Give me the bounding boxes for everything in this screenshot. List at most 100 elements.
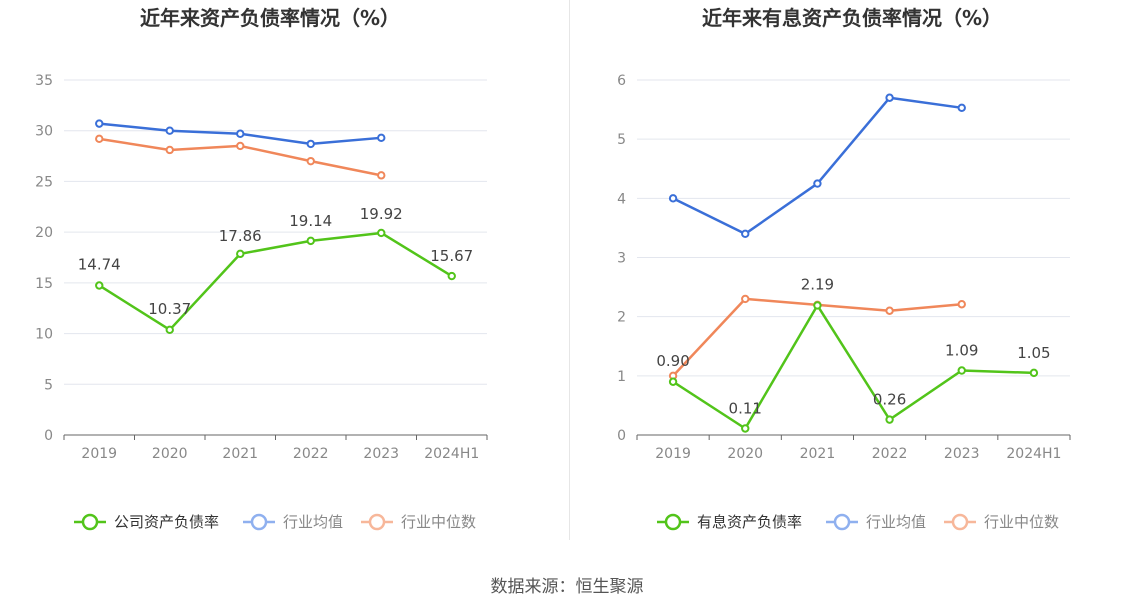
legend-item: 行业中位数 <box>361 513 476 531</box>
legend-item: 行业均值 <box>243 513 343 531</box>
data-label: 14.74 <box>78 255 121 273</box>
x-tick-label: 2019 <box>655 446 691 462</box>
series-1 <box>95 119 386 149</box>
series-line <box>98 231 453 332</box>
data-point <box>306 236 315 246</box>
data-point <box>741 294 750 304</box>
x-tick-label: 2024H1 <box>424 446 479 462</box>
data-label: 1.09 <box>945 342 978 360</box>
data-point <box>236 141 245 151</box>
series-line <box>672 297 962 377</box>
interest-debt-ratio-chart: 近年来有息资产负债率情况（%） 0 1 2 3 4 5 6 2019 2020 2021 2022 20… <box>617 6 1071 531</box>
debt-ratio-chart: 近年来资产负债率情况（%） 0 5 10 15 20 25 30 35 2019 2020 2021 2… <box>35 6 488 531</box>
legend-marker <box>951 513 969 531</box>
data-label: 0.90 <box>656 352 689 370</box>
legend-marker <box>368 513 386 531</box>
y-tick-label: 1 <box>617 369 626 385</box>
series-0: 0.90 0.11 2.19 0.26 1.09 1.05 <box>656 275 1051 433</box>
legend-label: 行业中位数 <box>984 513 1059 531</box>
legend-marker <box>250 513 268 531</box>
data-point <box>95 119 104 128</box>
x-tick-label: 2023 <box>944 446 980 462</box>
x-tick-label: 2020 <box>727 446 763 462</box>
x-tick-label: 2022 <box>293 446 329 462</box>
legend-label: 有息资产负债率 <box>697 513 802 531</box>
data-point <box>813 179 822 188</box>
y-tick-label: 15 <box>35 276 53 292</box>
data-point <box>741 424 750 433</box>
y-tick-label: 0 <box>44 428 53 444</box>
data-point <box>447 271 456 281</box>
data-label: 2.19 <box>801 275 834 293</box>
data-point <box>165 126 174 135</box>
data-label: 1.05 <box>1017 344 1050 362</box>
y-tick-label: 6 <box>617 73 626 89</box>
series-2 <box>95 134 386 180</box>
legend-item: 有息资产负债率 <box>657 513 802 531</box>
chart-divider <box>569 0 570 540</box>
legend-label: 公司资产负债率 <box>114 513 219 531</box>
data-point <box>236 129 245 138</box>
y-tick-label: 0 <box>617 428 626 444</box>
data-label: 15.67 <box>430 247 473 265</box>
y-tick-label: 10 <box>35 327 53 343</box>
y-tick-label: 3 <box>617 251 626 267</box>
data-label: 0.11 <box>729 399 762 417</box>
series-1 <box>668 93 966 239</box>
data-point <box>741 229 750 239</box>
x-tick-label: 2021 <box>800 446 836 462</box>
data-point <box>957 300 966 309</box>
data-label: 19.14 <box>289 212 332 230</box>
data-point <box>813 301 822 310</box>
data-label: 19.92 <box>360 205 403 223</box>
y-tick-label: 30 <box>35 124 53 140</box>
x-tick-label: 2020 <box>152 446 188 462</box>
source-caption: 数据来源：恒生聚源 <box>491 577 644 597</box>
data-point <box>957 103 966 113</box>
legend-label: 行业均值 <box>283 513 343 531</box>
data-point <box>95 281 104 290</box>
chart-title: 近年来资产负债率情况（%） <box>140 6 400 30</box>
series-0: 14.74 10.37 17.86 19.14 19.92 15.67 <box>78 205 473 335</box>
x-tick-label: 2024H1 <box>1006 446 1061 462</box>
data-label: 17.86 <box>219 227 262 245</box>
data-point <box>306 156 315 166</box>
y-tick-label: 5 <box>617 132 626 148</box>
y-tick-label: 5 <box>44 377 53 393</box>
y-tick-label: 4 <box>617 191 626 207</box>
data-point <box>95 134 104 144</box>
data-point <box>668 194 678 203</box>
data-point <box>885 306 894 315</box>
data-point <box>1029 368 1039 378</box>
legend-label: 行业均值 <box>866 513 926 531</box>
data-point <box>885 93 894 102</box>
y-tick-label: 20 <box>35 225 53 241</box>
data-point <box>957 366 966 375</box>
legend-label: 行业中位数 <box>401 513 476 531</box>
x-tick-label: 2022 <box>872 446 908 462</box>
legend-marker <box>664 513 682 531</box>
chart-title: 近年来有息资产负债率情况（%） <box>702 6 1002 30</box>
legend-item: 行业均值 <box>826 513 926 531</box>
data-point <box>306 139 315 149</box>
legend-item: 公司资产负债率 <box>74 513 219 531</box>
legend-item: 行业中位数 <box>944 513 1059 531</box>
data-point <box>377 171 386 180</box>
x-tick-label: 2023 <box>363 446 399 462</box>
legend-marker <box>833 513 851 531</box>
legend-marker <box>81 513 99 531</box>
data-point <box>377 228 386 238</box>
data-point <box>885 415 894 424</box>
y-tick-label: 25 <box>35 174 53 190</box>
y-tick-label: 35 <box>35 73 53 89</box>
data-point <box>377 133 386 143</box>
y-tick-label: 2 <box>617 310 626 326</box>
series-line <box>672 96 962 236</box>
data-point <box>668 377 678 386</box>
data-point <box>236 249 245 259</box>
data-point <box>165 145 174 155</box>
data-point <box>165 325 174 335</box>
x-tick-label: 2021 <box>222 446 258 462</box>
